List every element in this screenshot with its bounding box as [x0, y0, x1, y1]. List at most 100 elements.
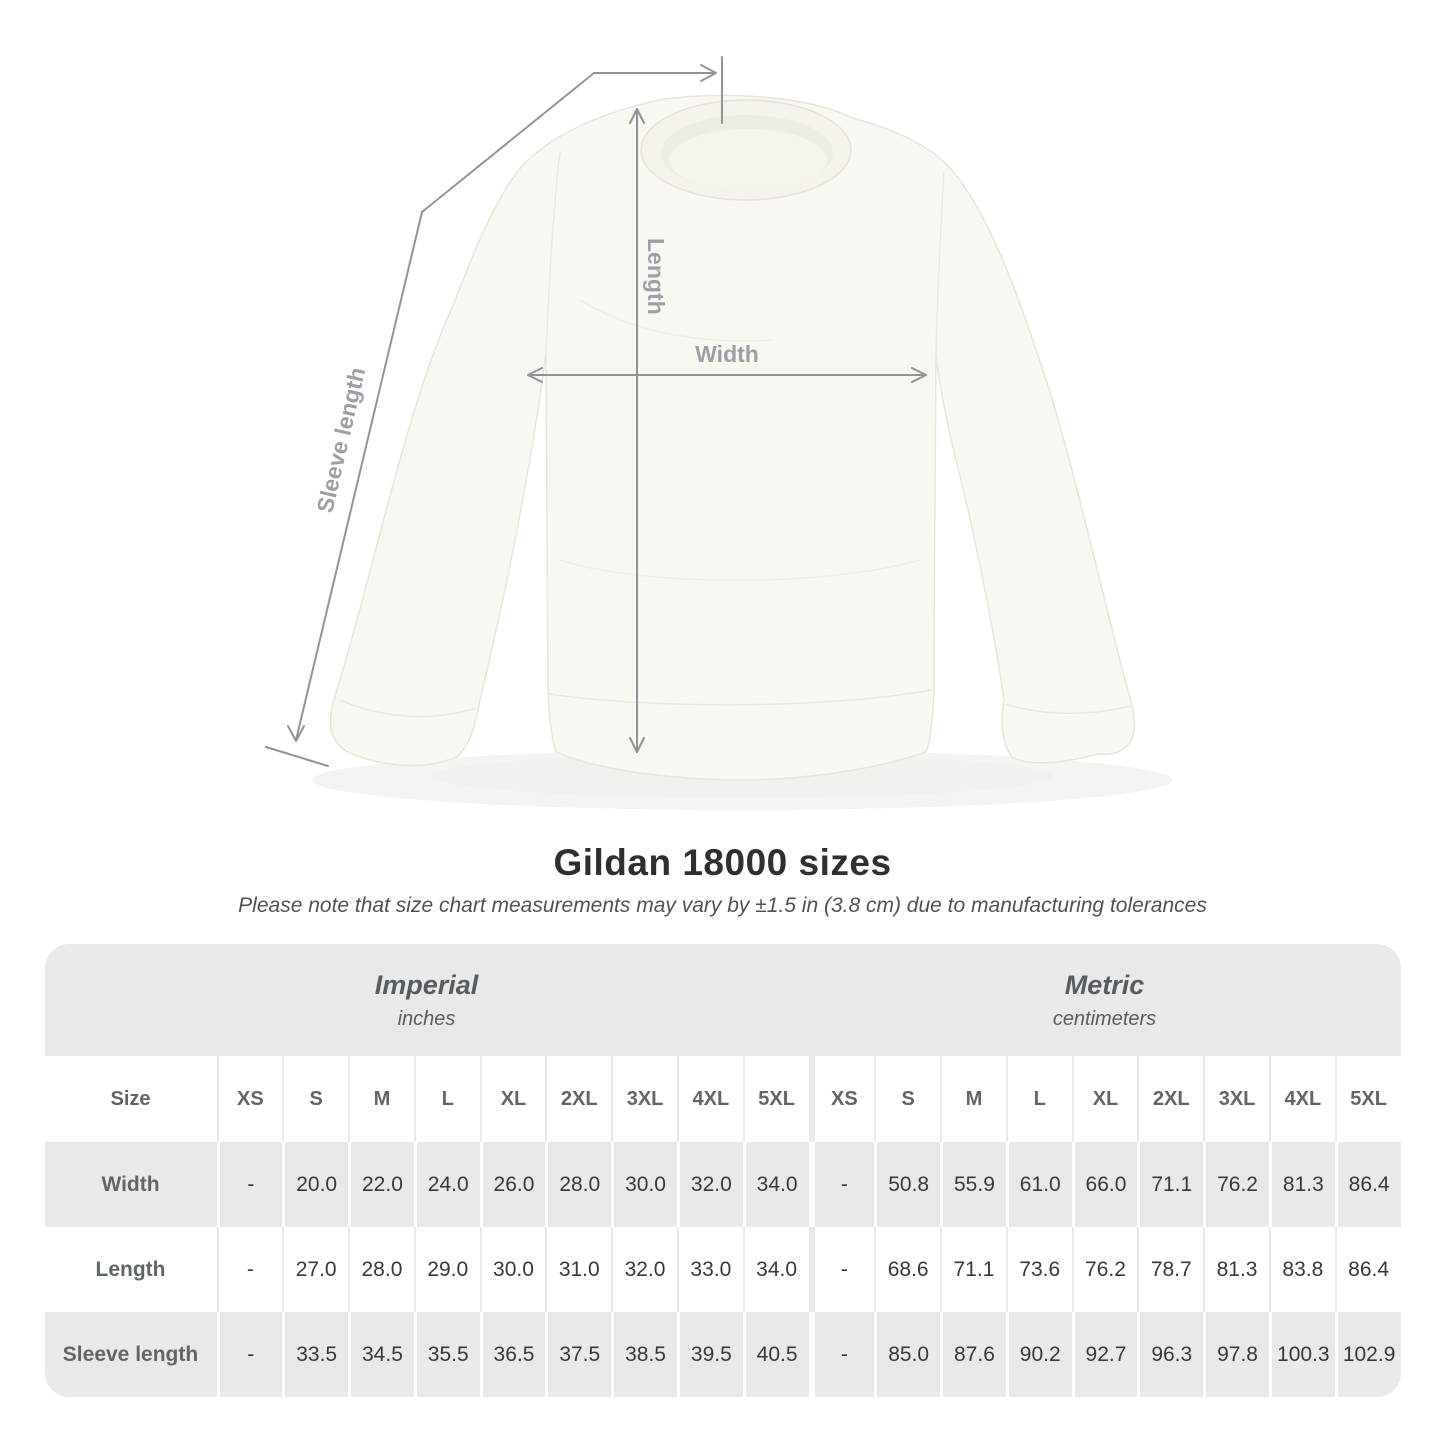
size-col-header-imperial-m: M — [348, 1056, 414, 1142]
value-cell-width-metric-2xl: 71.1 — [1137, 1142, 1204, 1227]
sleeve-arrowhead-down — [287, 725, 305, 742]
sleeve-length-dimension-label: Sleeve length — [312, 365, 371, 515]
value-cell-width-metric-xs: - — [808, 1142, 875, 1227]
size-col-header-metric-5xl: 5XL — [1334, 1056, 1401, 1142]
value-cell-width-imperial-xs: - — [216, 1142, 283, 1227]
width-dimension-label: Width — [695, 341, 759, 367]
value-cell-length-imperial-xs: - — [216, 1227, 283, 1312]
value-cell-length-metric-5xl: 86.4 — [1334, 1227, 1401, 1312]
length-arrowhead-down — [629, 737, 645, 753]
size-col-header-metric-s: S — [874, 1056, 941, 1142]
width-row: Width -20.0 22.0 24.0 26.0 28.0 30.0 32.0 34.0-… — [44, 1142, 1401, 1227]
value-cell-length-imperial-5xl: 34.0 — [742, 1227, 809, 1312]
width-row-label: Width — [44, 1142, 217, 1227]
length-arrowhead-up — [629, 108, 645, 124]
size-chart-table: Imperial inches Metric centimeters Size … — [44, 944, 1401, 1397]
value-cell-sleeve-length-metric-l: 90.2 — [1005, 1312, 1072, 1397]
value-cell-sleeve-length-imperial-xs: - — [216, 1312, 283, 1397]
size-col-header-metric-2xl: 2XL — [1137, 1056, 1204, 1142]
length-row-label: Length — [44, 1227, 217, 1312]
size-col-header-metric-m: M — [940, 1056, 1006, 1142]
width-arrowhead-left — [527, 367, 543, 383]
value-cell-sleeve-length-imperial-l: 35.5 — [413, 1312, 480, 1397]
size-col-header-metric-4xl: 4XL — [1268, 1056, 1335, 1142]
page-title: Gildan 18000 sizes — [553, 842, 892, 883]
value-cell-length-metric-l: 73.6 — [1005, 1227, 1072, 1312]
sleeve-length-arrow-line — [295, 72, 715, 741]
size-col-header-metric-xl: XL — [1071, 1056, 1138, 1142]
collar — [640, 99, 852, 201]
value-cell-sleeve-length-metric-m: 87.6 — [940, 1312, 1006, 1397]
value-cell-length-imperial-s: 27.0 — [282, 1227, 349, 1312]
value-cell-sleeve-length-imperial-xl: 36.5 — [479, 1312, 546, 1397]
value-cell-width-imperial-2xl: 28.0 — [545, 1142, 612, 1227]
value-cell-sleeve-length-metric-4xl: 100.3 — [1268, 1312, 1335, 1397]
metric-section-title: Metric — [1064, 969, 1145, 1000]
imperial-section-header: Imperial inches — [45, 944, 809, 1056]
size-col-header-imperial-xs: XS — [216, 1056, 283, 1142]
value-cell-sleeve-length-metric-2xl: 96.3 — [1137, 1312, 1204, 1397]
value-cell-width-imperial-3xl: 30.0 — [611, 1142, 677, 1227]
value-cell-width-imperial-xl: 26.0 — [479, 1142, 546, 1227]
value-cell-sleeve-length-imperial-s: 33.5 — [282, 1312, 349, 1397]
value-cell-length-metric-xs: - — [808, 1227, 875, 1312]
value-cell-width-metric-xl: 66.0 — [1071, 1142, 1138, 1227]
value-cell-width-metric-3xl: 76.2 — [1203, 1142, 1269, 1227]
value-cell-length-metric-s: 68.6 — [874, 1227, 941, 1312]
value-cell-width-imperial-l: 24.0 — [413, 1142, 480, 1227]
value-cell-length-metric-xl: 76.2 — [1071, 1227, 1138, 1312]
sleeve-length-row-label: Sleeve length — [44, 1312, 217, 1397]
measurement-arrows — [265, 56, 927, 767]
value-cell-sleeve-length-metric-5xl: 102.9 — [1334, 1312, 1401, 1397]
imperial-section-unit: inches — [397, 1007, 456, 1030]
value-cell-sleeve-length-imperial-2xl: 37.5 — [545, 1312, 612, 1397]
value-cell-sleeve-length-metric-3xl: 97.8 — [1203, 1312, 1269, 1397]
garment-seams — [339, 151, 1131, 718]
value-cell-length-imperial-l: 29.0 — [413, 1227, 480, 1312]
width-arrowhead-right — [911, 367, 927, 383]
value-cell-width-imperial-s: 20.0 — [282, 1142, 349, 1227]
tolerance-note: Please note that size chart measurements… — [238, 894, 1207, 917]
metric-section-unit: centimeters — [1052, 1007, 1157, 1030]
size-col-header-imperial-l: L — [413, 1056, 480, 1142]
value-cell-width-metric-s: 50.8 — [874, 1142, 941, 1227]
value-cell-length-imperial-3xl: 32.0 — [611, 1227, 677, 1312]
size-col-header-imperial-5xl: 5XL — [742, 1056, 809, 1142]
value-cell-sleeve-length-imperial-5xl: 40.5 — [742, 1312, 809, 1397]
value-cell-width-metric-m: 55.9 — [940, 1142, 1006, 1227]
length-dimension-label: Length — [643, 238, 669, 315]
size-col-header-metric-3xl: 3XL — [1203, 1056, 1269, 1142]
value-cell-width-imperial-m: 22.0 — [348, 1142, 414, 1227]
value-cell-width-metric-l: 61.0 — [1005, 1142, 1072, 1227]
sleeve-arrowhead-right — [700, 64, 717, 82]
units-band: Imperial inches Metric centimeters — [44, 944, 1401, 1056]
sleeve-end-tick — [265, 746, 329, 767]
value-cell-sleeve-length-imperial-m: 34.5 — [348, 1312, 414, 1397]
value-cell-sleeve-length-imperial-3xl: 38.5 — [611, 1312, 677, 1397]
value-cell-width-imperial-5xl: 34.0 — [742, 1142, 809, 1227]
value-cell-length-imperial-2xl: 31.0 — [545, 1227, 612, 1312]
value-cell-length-metric-m: 71.1 — [940, 1227, 1006, 1312]
value-cell-length-metric-2xl: 78.7 — [1137, 1227, 1204, 1312]
length-row: Length -27.0 28.0 29.0 30.0 31.0 32.0 33.0 34.0… — [44, 1227, 1401, 1312]
sleeve-length-row: Sleeve length -33.5 34.5 35.5 36.5 37.5 38.5 3… — [44, 1312, 1401, 1397]
value-cell-width-metric-4xl: 81.3 — [1268, 1142, 1335, 1227]
sweatshirt-image — [329, 94, 1136, 781]
size-header-row: Size XS S M L XL 2XL 3XL 4XL 5XL XS S M L XL 2XL 3XL 4XL… — [44, 1056, 1401, 1142]
value-cell-length-metric-4xl: 83.8 — [1268, 1227, 1335, 1312]
size-row-label: Size — [44, 1056, 217, 1142]
product-measurement-figure: Width Length Sleeve length — [265, 56, 1172, 810]
value-cell-length-imperial-xl: 30.0 — [479, 1227, 546, 1312]
size-col-header-imperial-xl: XL — [479, 1056, 546, 1142]
value-cell-sleeve-length-metric-s: 85.0 — [874, 1312, 941, 1397]
value-cell-length-imperial-4xl: 33.0 — [676, 1227, 743, 1312]
size-col-header-metric-xs: XS — [808, 1056, 875, 1142]
value-cell-sleeve-length-imperial-4xl: 39.5 — [676, 1312, 743, 1397]
size-col-header-imperial-2xl: 2XL — [545, 1056, 612, 1142]
value-cell-width-imperial-4xl: 32.0 — [676, 1142, 743, 1227]
value-cell-length-metric-3xl: 81.3 — [1203, 1227, 1269, 1312]
size-col-header-metric-l: L — [1005, 1056, 1072, 1142]
value-cell-length-imperial-m: 28.0 — [348, 1227, 414, 1312]
size-col-header-imperial-s: S — [282, 1056, 349, 1142]
imperial-section-title: Imperial — [374, 969, 479, 1000]
